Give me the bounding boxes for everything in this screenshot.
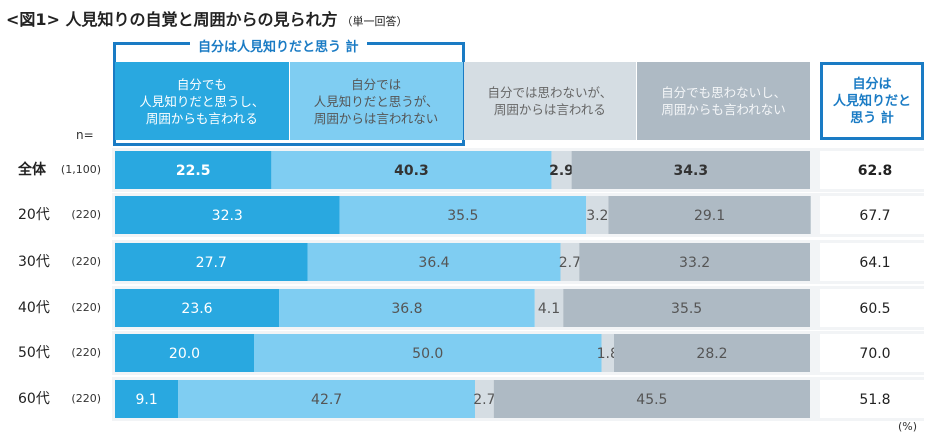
value-label: 50.0 bbox=[412, 346, 443, 362]
value-label: 42.7 bbox=[311, 392, 342, 408]
total-label: 67.7 bbox=[859, 208, 890, 224]
legend-header: 自分では思わないが、 周囲からは言われる bbox=[463, 62, 637, 140]
bar-segment bbox=[178, 380, 476, 418]
bar-segment bbox=[115, 151, 272, 189]
total-label: 60.5 bbox=[859, 301, 890, 317]
value-label: 36.8 bbox=[391, 301, 422, 317]
total-bg bbox=[820, 289, 924, 327]
n-header: n= bbox=[76, 128, 94, 142]
bar-segment bbox=[115, 196, 340, 234]
total-label: 51.8 bbox=[859, 392, 890, 408]
bar-segment bbox=[115, 334, 254, 372]
value-label: 2.9 bbox=[549, 163, 574, 179]
legend-header: 自分でも 人見知りだと思うし、 周囲からも言われる bbox=[115, 62, 289, 140]
total-bg bbox=[820, 151, 924, 189]
legend-header: 自分でも思わないし、 周囲からも言われない bbox=[637, 62, 810, 140]
bar-segment bbox=[534, 289, 564, 327]
bar-segment bbox=[115, 289, 280, 327]
category-label: 40代 bbox=[18, 300, 50, 316]
category-label: 50代 bbox=[18, 345, 50, 361]
bar-segment bbox=[560, 243, 580, 281]
bar-segment bbox=[115, 380, 179, 418]
n-label: (220) bbox=[71, 301, 101, 314]
value-label: 35.5 bbox=[671, 301, 702, 317]
bar-segment bbox=[493, 380, 810, 418]
unit-note: (%) bbox=[898, 420, 918, 433]
n-label: (1,100) bbox=[61, 163, 101, 176]
bar-segment bbox=[586, 196, 609, 234]
value-label: 2.7 bbox=[473, 392, 495, 408]
bar-segment bbox=[608, 196, 811, 234]
value-label: 27.7 bbox=[196, 255, 227, 271]
value-label: 3.2 bbox=[586, 208, 608, 224]
value-label: 45.5 bbox=[636, 392, 667, 408]
value-label: 22.5 bbox=[176, 163, 211, 179]
bar-segment bbox=[475, 380, 494, 418]
bar-segment bbox=[601, 334, 615, 372]
n-label: (220) bbox=[71, 392, 101, 405]
value-label: 35.5 bbox=[447, 208, 478, 224]
legend-header: 自分では 人見知りだと思うが、 周囲からは言われない bbox=[289, 62, 463, 140]
n-label: (220) bbox=[71, 255, 101, 268]
group-label: 自分は人見知りだと思う 計 bbox=[190, 36, 367, 55]
value-label: 36.4 bbox=[418, 255, 449, 271]
bar-segment bbox=[307, 243, 561, 281]
value-label: 28.2 bbox=[696, 346, 727, 362]
bar-segment bbox=[614, 334, 810, 372]
n-label: (220) bbox=[71, 208, 101, 221]
value-label: 29.1 bbox=[694, 208, 725, 224]
chart-title: <図1> 人見知りの自覚と周囲からの見られ方 （単一回答） bbox=[6, 6, 408, 30]
bar-segment bbox=[563, 289, 810, 327]
bar-segment bbox=[571, 151, 810, 189]
total-label: 62.8 bbox=[858, 163, 893, 179]
value-label: 33.2 bbox=[679, 255, 710, 271]
category-label: 全体 bbox=[17, 161, 47, 178]
bar-segment bbox=[579, 243, 810, 281]
bar-segment bbox=[339, 196, 587, 234]
value-label: 1.8 bbox=[597, 346, 619, 362]
value-label: 23.6 bbox=[181, 301, 212, 317]
value-label: 34.3 bbox=[674, 163, 709, 179]
bar-segment bbox=[115, 243, 308, 281]
bar-segment bbox=[279, 289, 535, 327]
value-label: 4.1 bbox=[538, 301, 560, 317]
total-header: 自分は 人見知りだと 思う 計 bbox=[820, 62, 924, 140]
value-label: 32.3 bbox=[212, 208, 243, 224]
category-label: 30代 bbox=[18, 254, 50, 270]
value-label: 2.7 bbox=[559, 255, 581, 271]
value-label: 9.1 bbox=[135, 392, 157, 408]
value-label: 40.3 bbox=[394, 163, 429, 179]
category-label: 20代 bbox=[18, 207, 50, 223]
total-bg bbox=[820, 196, 924, 234]
title-text: <図1> 人見知りの自覚と周囲からの見られ方 bbox=[6, 10, 338, 29]
subtitle: （単一回答） bbox=[341, 15, 408, 28]
bar-segment bbox=[551, 151, 572, 189]
n-label: (220) bbox=[71, 346, 101, 359]
bar-segment bbox=[271, 151, 552, 189]
total-label: 70.0 bbox=[859, 346, 890, 362]
bar-segment bbox=[254, 334, 602, 372]
value-label: 20.0 bbox=[169, 346, 200, 362]
total-label: 64.1 bbox=[859, 255, 890, 271]
total-bg bbox=[820, 243, 924, 281]
total-bg bbox=[820, 334, 924, 372]
total-bg bbox=[820, 380, 924, 418]
category-label: 60代 bbox=[18, 391, 50, 407]
